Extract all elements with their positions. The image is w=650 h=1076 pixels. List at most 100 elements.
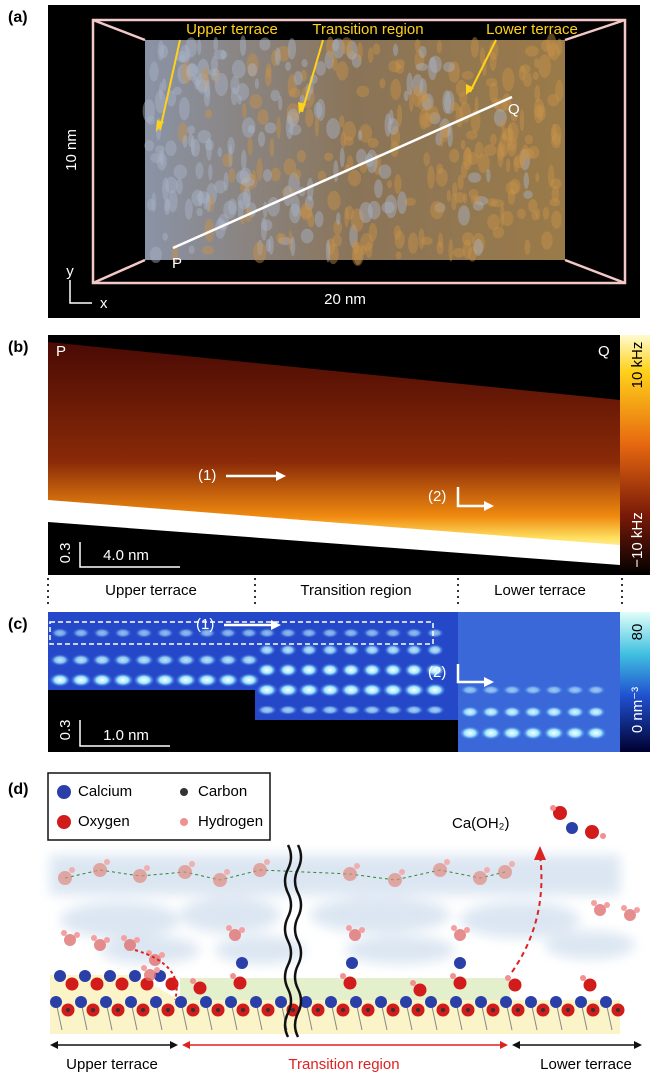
density-peak <box>543 726 565 740</box>
texture-spot <box>450 102 459 111</box>
texture-spot <box>524 240 530 255</box>
hydrogen <box>464 927 470 933</box>
texture-spot <box>543 207 549 220</box>
panel-label: (b) <box>8 339 28 356</box>
water-oxygen <box>343 867 357 881</box>
density-peak <box>135 628 153 638</box>
calcium <box>600 996 612 1008</box>
hydrogen <box>634 907 640 913</box>
calcium <box>225 996 237 1008</box>
texture-spot <box>506 181 519 195</box>
texture-spot <box>240 168 252 184</box>
density-peak <box>238 673 260 687</box>
density-peak <box>300 644 318 656</box>
texture-spot <box>187 64 197 78</box>
hydrogen <box>141 965 147 971</box>
density-peak <box>277 683 299 697</box>
legend-swatch <box>57 785 71 799</box>
texture-spot <box>193 76 202 85</box>
hydrogen <box>580 975 586 981</box>
texture-spot <box>255 78 259 89</box>
texture-spot <box>365 242 372 258</box>
density-peak <box>175 673 197 687</box>
texture-spot <box>228 168 235 183</box>
oxygen <box>414 984 427 997</box>
texture-spot <box>221 50 226 60</box>
hydrogen <box>190 978 196 984</box>
texture-spot <box>265 68 272 86</box>
texture-spot <box>248 63 258 76</box>
region-bg <box>48 690 255 752</box>
hydrogen <box>451 925 457 931</box>
density-peak <box>425 705 445 715</box>
region-label: Transition region <box>300 582 411 599</box>
marker-label: (1) <box>198 467 216 484</box>
hydrogen <box>226 925 232 931</box>
axis-label: y <box>66 263 74 280</box>
texture-spot <box>490 134 497 146</box>
texture-spot <box>506 158 510 172</box>
legend-label: Oxygen <box>78 813 130 830</box>
texture-spot <box>397 191 407 214</box>
panel-c: (c) (1) (2) 0.3 1.0 nm 80 0 nm⁻³ <box>8 612 650 752</box>
texture-spot <box>243 186 251 207</box>
panel-label: (a) <box>8 9 28 26</box>
texture-spot <box>223 201 236 219</box>
density-peak <box>50 654 70 666</box>
water-oxygen <box>433 863 447 877</box>
density-peak <box>321 628 339 638</box>
annotation: Upper terrace <box>186 21 278 38</box>
texture-spot <box>237 95 242 105</box>
hydrogen <box>159 952 165 958</box>
texture-spot <box>489 52 496 71</box>
texture-spot <box>288 38 296 59</box>
texture-spot <box>185 199 193 220</box>
texture-spot <box>548 43 560 60</box>
texture-spot <box>213 37 218 51</box>
density-peak <box>70 673 92 687</box>
water-oxygen <box>388 873 402 887</box>
carbon <box>91 1008 95 1012</box>
density-peak <box>363 628 381 638</box>
texture-spot <box>224 172 229 191</box>
hydrogen <box>410 980 416 986</box>
texture-spot <box>294 169 301 179</box>
density-peak <box>197 654 217 666</box>
water-oxygen <box>93 863 107 877</box>
texture-spot <box>528 199 537 213</box>
water-oxygen <box>473 871 487 885</box>
carbon <box>566 1008 570 1012</box>
texture-spot <box>498 144 504 167</box>
density-peak <box>93 628 111 638</box>
texture-spot <box>368 47 374 63</box>
legend-swatch <box>180 788 188 796</box>
texture-spot <box>404 91 409 102</box>
panel-b: (b) P Q 10 kHz −10 kHz (1) (2) 0.3 4.0 n… <box>8 335 650 575</box>
texture-spot <box>522 148 534 159</box>
annotation: Transition region <box>312 21 423 38</box>
density-peak <box>320 705 340 715</box>
density-peak <box>403 683 425 697</box>
texture-spot <box>270 168 280 182</box>
texture-spot <box>326 240 330 263</box>
calcium <box>200 996 212 1008</box>
oxygen <box>66 978 79 991</box>
density-peak <box>219 628 237 638</box>
texture-spot <box>525 135 533 144</box>
texture-spot <box>278 96 282 111</box>
texture-spot <box>417 91 428 102</box>
texture-spot <box>357 42 363 61</box>
texture-spot <box>187 126 195 135</box>
texture-spot <box>426 105 439 121</box>
water-oxygen <box>498 865 512 879</box>
texture-spot <box>532 211 539 221</box>
density-peak <box>218 654 238 666</box>
texture-spot <box>519 66 526 81</box>
carbon <box>141 1008 145 1012</box>
density-peak <box>341 663 361 677</box>
texture-spot <box>441 121 448 142</box>
texture-spot <box>461 140 466 150</box>
scale-label: 0.3 <box>57 543 74 564</box>
texture-spot <box>507 142 516 156</box>
density-peak <box>133 673 155 687</box>
